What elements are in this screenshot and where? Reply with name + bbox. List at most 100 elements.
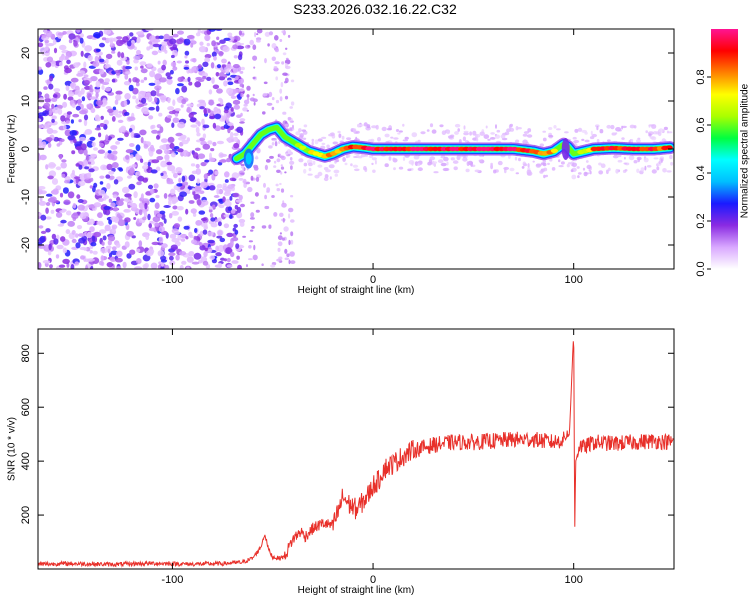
halo-speck [527,163,530,168]
noise-speck [59,210,66,213]
halo-speck [419,160,423,165]
noise-speck [233,223,238,228]
noise-speck [243,99,250,105]
halo-speck [493,169,497,174]
noise-speck [214,113,222,120]
noise-speck [243,178,247,185]
noise-speck [138,202,145,210]
noise-speck [176,83,184,87]
noise-speck [180,238,186,242]
noise-speck [171,169,176,174]
noise-speck [287,34,291,38]
noise-speck [198,79,205,82]
halo-speck [377,137,381,142]
noise-speck [279,96,283,102]
noise-speck [168,252,176,256]
noise-speck [181,175,186,182]
noise-speck [145,29,154,32]
noise-speck [69,82,75,88]
noise-speck [271,106,275,111]
halo-speck [452,160,459,164]
noise-speck [151,129,159,134]
noise-speck [242,84,244,89]
noise-speck [44,39,50,44]
noise-speck [50,60,56,67]
noise-speck [47,122,55,126]
noise-speck [124,132,129,138]
halo-speck [545,174,548,178]
noise-speck [124,241,130,248]
noise-speck [251,225,255,229]
noise-speck [271,139,277,142]
noise-speck [90,107,96,113]
noise-speck [125,71,131,75]
noise-speck [107,150,112,154]
halo-speck [549,158,553,162]
halo-speck [548,127,553,130]
halo-speck [483,134,490,140]
noise-speck [280,82,284,88]
noise-speck [95,92,99,98]
noise-speck [78,119,82,123]
halo-speck [577,172,582,175]
noise-speck [225,69,230,74]
noise-speck [163,33,170,41]
noise-speck [240,203,245,208]
noise-speck [181,260,187,265]
noise-speck [233,55,238,59]
noise-speck [253,244,256,251]
halo-speck [658,128,664,133]
noise-speck [104,87,112,92]
noise-speck [115,141,121,145]
colorbar: 0.0 0.2 0.4 0.6 0.8 Normalized spectral ampli… [695,29,750,277]
noise-speck [83,74,89,78]
noise-speck [290,231,294,237]
halo-speck [518,157,521,162]
halo-speck [370,138,375,143]
halo-speck [584,139,590,143]
noise-speck [208,185,216,191]
noise-speck [93,182,98,188]
noise-speck [276,169,281,173]
noise-speck [266,102,273,106]
noise-speck [203,173,209,180]
noise-speck [227,137,232,143]
halo-speck [307,162,313,167]
noise-speck [209,110,214,117]
noise-speck [44,98,51,103]
noise-speck [207,108,211,113]
halo-speck [284,123,289,127]
noise-speck [123,198,131,202]
noise-speck [126,253,132,259]
noise-speck [128,183,136,190]
noise-speck [134,66,139,71]
noise-speck [226,232,234,238]
noise-speck [95,80,101,88]
noise-speck [167,115,172,119]
noise-speck [154,222,160,227]
halo-speck [363,122,368,127]
halo-speck [298,158,304,163]
noise-speck [226,257,231,263]
noise-speck [242,235,247,238]
noise-speck [51,97,58,103]
noise-speck [45,202,51,206]
noise-speck [140,79,145,83]
halo-speck [474,169,480,173]
noise-speck [199,190,205,194]
noise-speck [169,69,174,75]
x-tick-label: 100 [565,574,583,586]
noise-speck [170,188,176,196]
noise-speck [64,129,72,137]
noise-speck [207,140,213,145]
noise-speck [59,192,64,198]
noise-speck [148,106,155,111]
noise-speck [275,99,280,104]
noise-speck [113,206,118,212]
halo-speck [398,166,404,170]
noise-speck [49,264,53,269]
noise-speck [163,218,167,224]
noise-speck [137,103,145,108]
noise-speck [135,144,141,152]
noise-speck [227,206,233,211]
